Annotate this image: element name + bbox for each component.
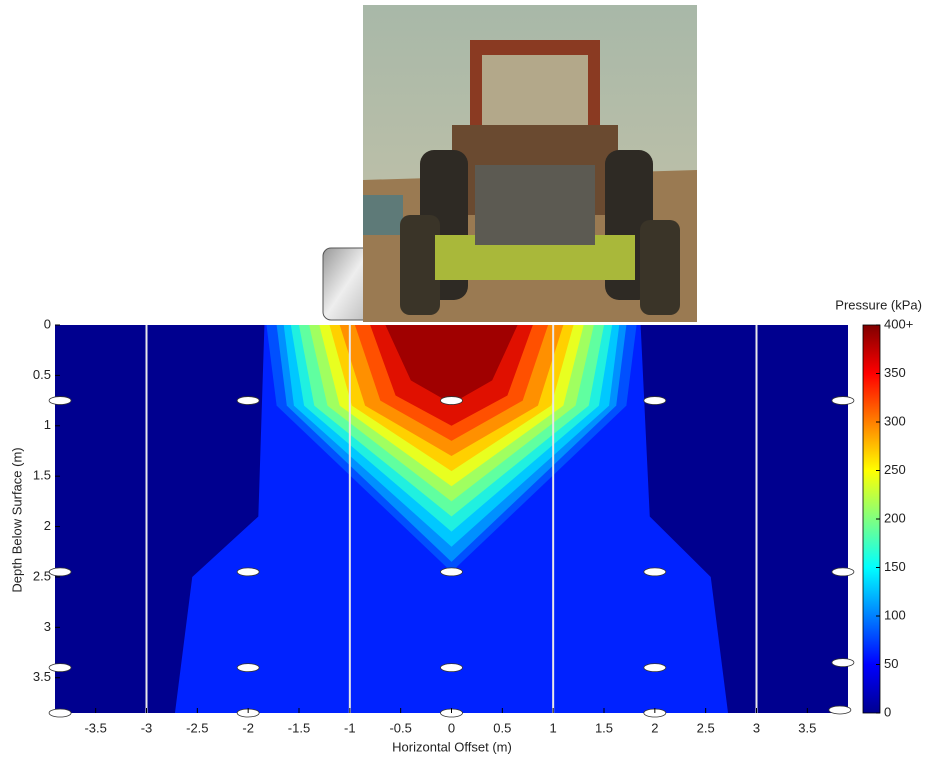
colorbar-tick-label: 250 bbox=[884, 462, 906, 477]
colorbar-tick-label: 300 bbox=[884, 413, 906, 428]
x-axis-label: Horizontal Offset (m) bbox=[392, 739, 512, 754]
sensor bbox=[644, 397, 666, 405]
sensor bbox=[441, 568, 463, 576]
x-tick-label: 0.5 bbox=[493, 720, 511, 735]
x-tick-label: 3.5 bbox=[798, 720, 816, 735]
photo-window bbox=[482, 55, 588, 125]
sensor bbox=[237, 568, 259, 576]
x-tick-label: -1 bbox=[344, 720, 356, 735]
plot-area bbox=[55, 325, 848, 713]
sensor bbox=[829, 706, 851, 714]
sensor bbox=[832, 659, 854, 667]
x-tick-label: 1 bbox=[550, 720, 557, 735]
sensor bbox=[441, 397, 463, 405]
photo-wheel bbox=[400, 215, 440, 315]
photo bbox=[323, 5, 697, 322]
sensor bbox=[237, 664, 259, 672]
colorbar-tick-label: 50 bbox=[884, 656, 898, 671]
sensor bbox=[237, 397, 259, 405]
x-tick-label: 2 bbox=[651, 720, 658, 735]
y-tick-label: 0.5 bbox=[33, 367, 51, 382]
x-tick-label: 2.5 bbox=[697, 720, 715, 735]
colorbar-title: Pressure (kPa) bbox=[835, 297, 922, 312]
x-tick-label: -2.5 bbox=[186, 720, 208, 735]
y-tick-label: 1.5 bbox=[33, 468, 51, 483]
x-tick-label: -1.5 bbox=[288, 720, 310, 735]
y-tick-label: 0 bbox=[44, 316, 51, 331]
sensor bbox=[644, 568, 666, 576]
colorbar-tick-label: 100 bbox=[884, 607, 906, 622]
sensor bbox=[49, 709, 71, 717]
colorbar-tick-label: 0 bbox=[884, 704, 891, 719]
x-tick-label: 3 bbox=[753, 720, 760, 735]
y-tick-label: 3 bbox=[44, 619, 51, 634]
y-tick-label: 1 bbox=[44, 417, 51, 432]
colorbar-tick-label: 350 bbox=[884, 365, 906, 380]
x-tick-label: -0.5 bbox=[389, 720, 411, 735]
photo-water bbox=[363, 195, 403, 235]
y-tick-label: 2 bbox=[44, 518, 51, 533]
photo-grille bbox=[475, 165, 595, 245]
x-tick-label: -2 bbox=[242, 720, 254, 735]
sensor bbox=[832, 397, 854, 405]
photo-wheel bbox=[640, 220, 680, 315]
sensor bbox=[49, 397, 71, 405]
x-tick-label: -3 bbox=[141, 720, 153, 735]
y-tick-label: 2.5 bbox=[33, 568, 51, 583]
sensor bbox=[832, 568, 854, 576]
colorbar-tick-label: 150 bbox=[884, 559, 906, 574]
sensor bbox=[644, 664, 666, 672]
colorbar-tick-label: 400+ bbox=[884, 316, 913, 331]
y-tick-label: 3.5 bbox=[33, 669, 51, 684]
x-tick-label: 0 bbox=[448, 720, 455, 735]
figure: -3.5 -3 -2.5 -2 -1.5 -1 -0.5 0 0.5 1 1.5 2 2.5 3 3.5 0 0… bbox=[0, 0, 926, 764]
sensor bbox=[49, 568, 71, 576]
x-tick-label: -3.5 bbox=[84, 720, 106, 735]
sensor bbox=[49, 664, 71, 672]
sensor bbox=[441, 664, 463, 672]
y-axis-label: Depth Below Surface (m) bbox=[9, 447, 24, 592]
colorbar-tick-label: 200 bbox=[884, 510, 906, 525]
x-tick-label: 1.5 bbox=[595, 720, 613, 735]
